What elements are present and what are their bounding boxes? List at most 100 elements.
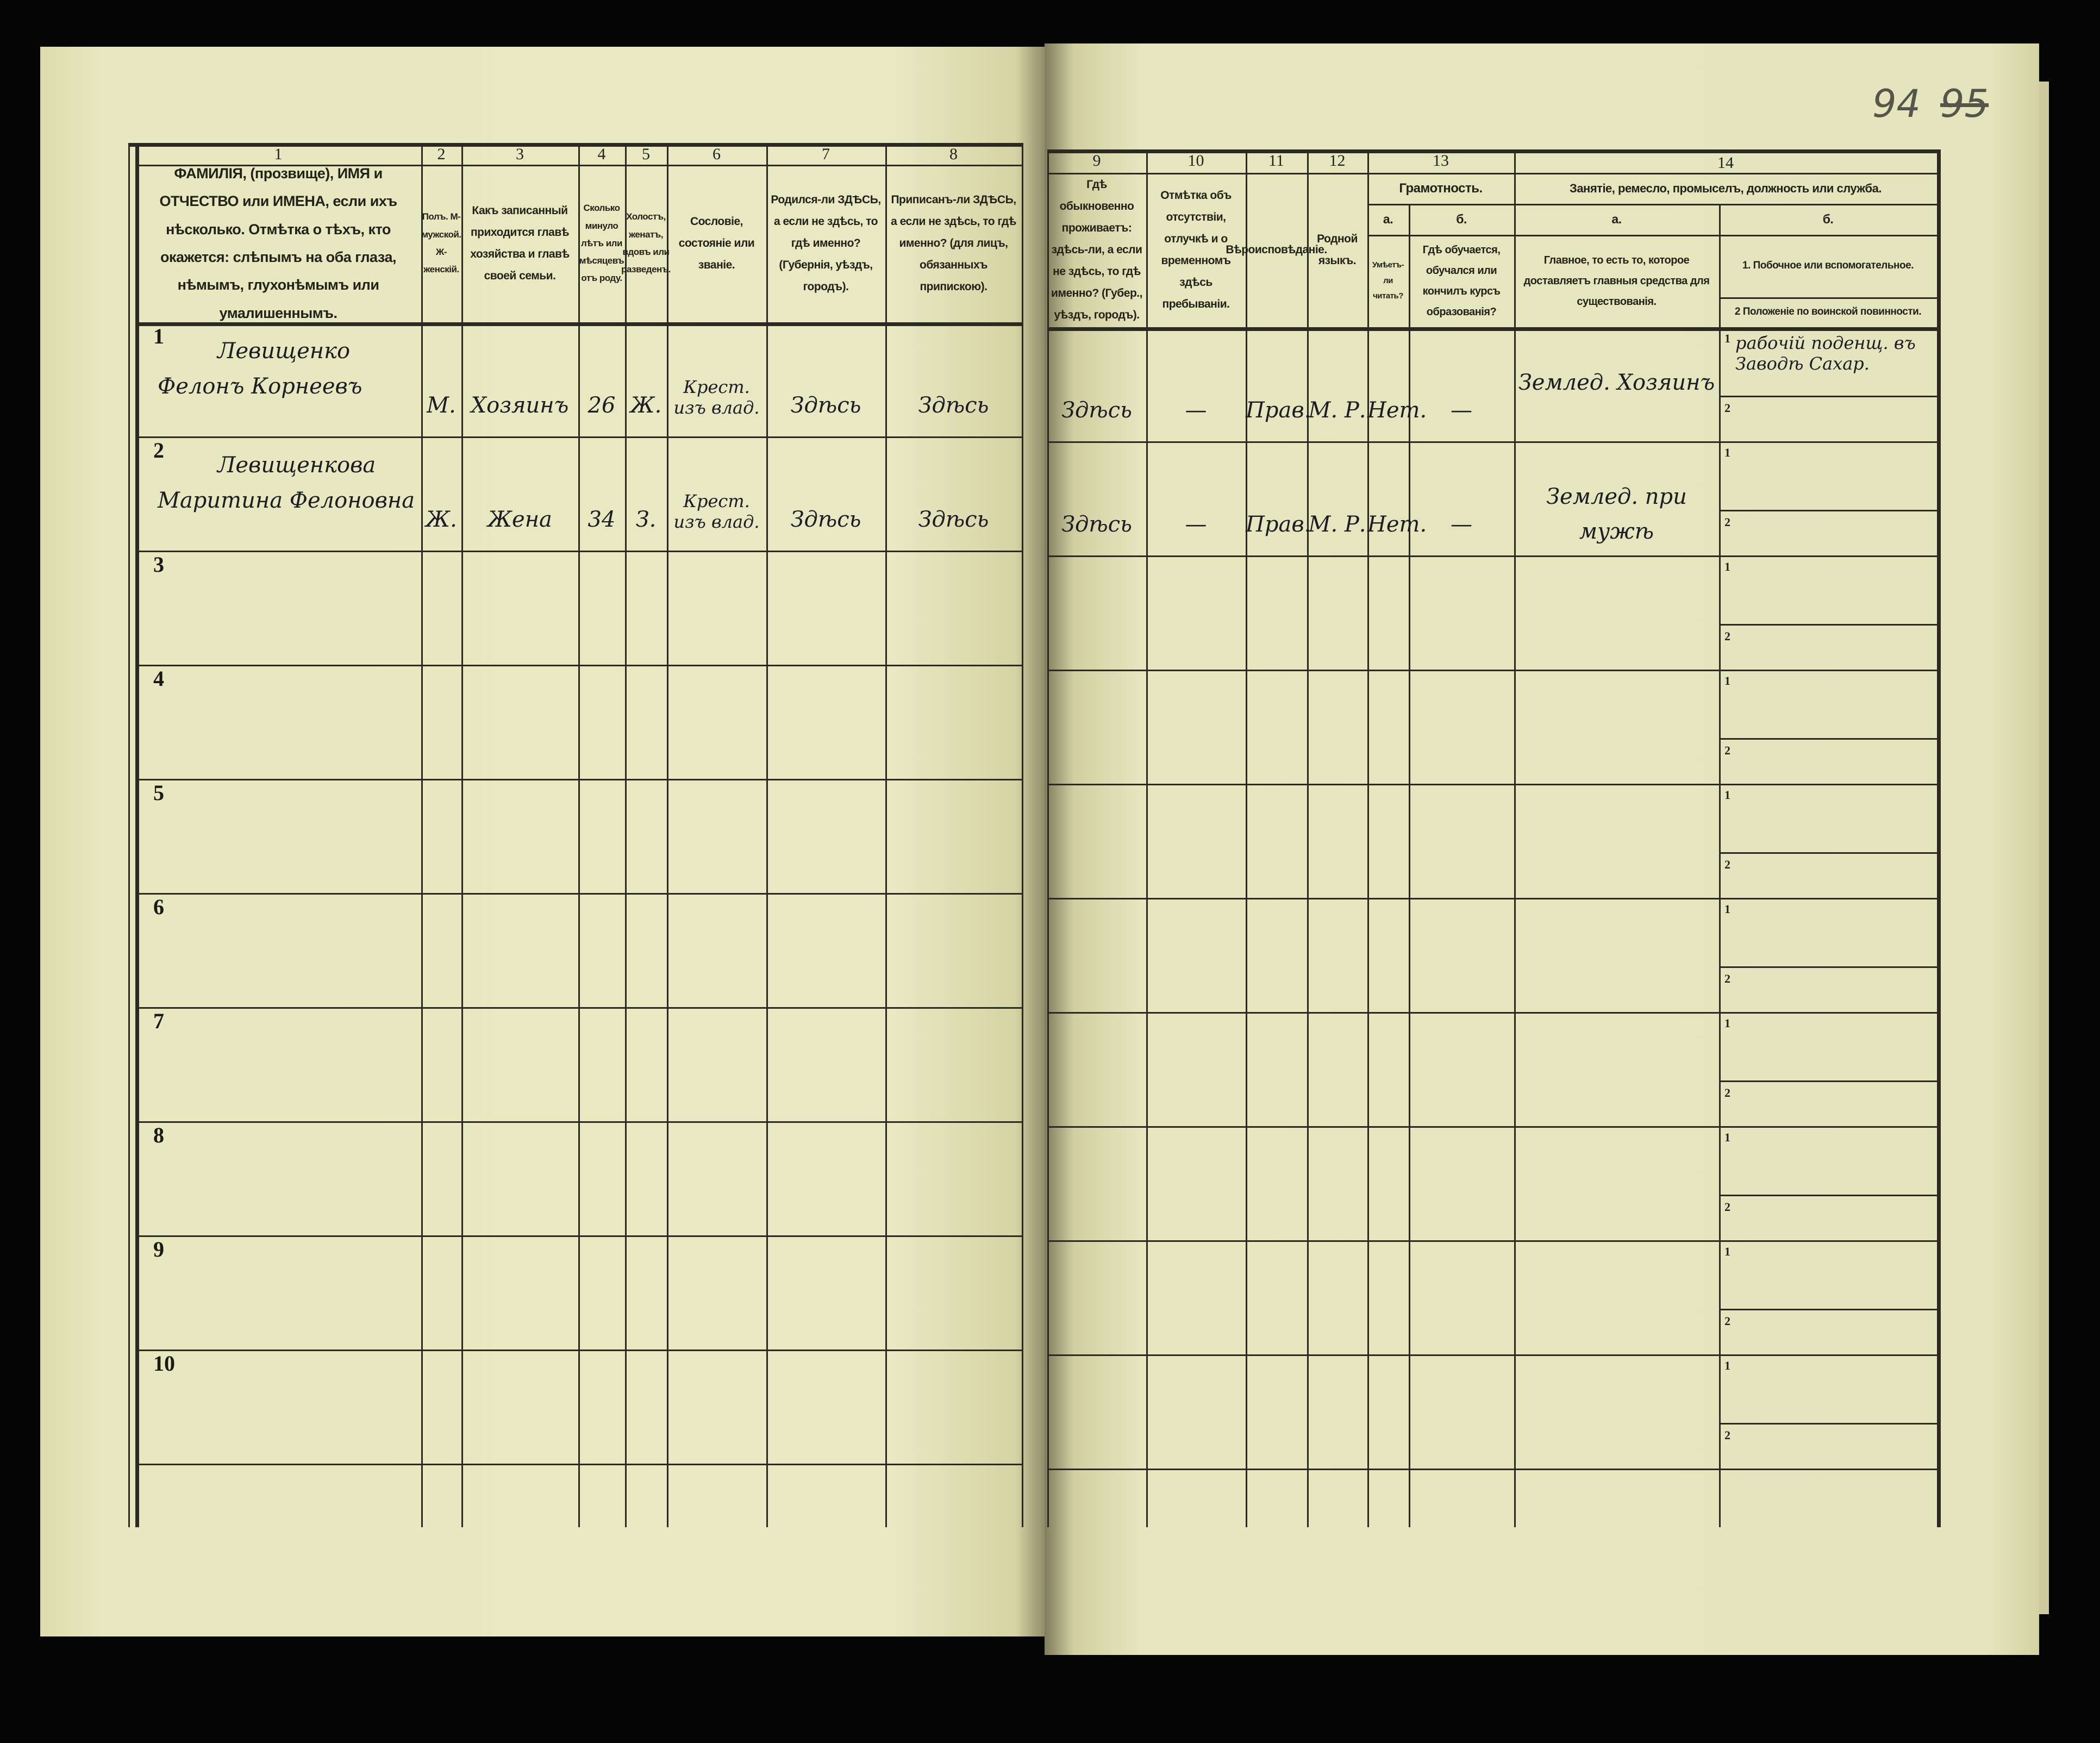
cell-literacy: Нет. xyxy=(1367,512,1427,537)
column-header-1: ФАМИЛІЯ, (прозвище), ИМЯ и ОТЧЕСТВО или … xyxy=(159,165,397,321)
column-number-13: 13 xyxy=(1433,152,1449,170)
column-rule xyxy=(421,143,423,1527)
sub-label-2: 2 xyxy=(1724,1428,1730,1442)
column-rule xyxy=(885,143,887,1527)
sub-label-1: 1 xyxy=(1724,332,1730,345)
column-header-13b-label: б. xyxy=(1456,211,1467,226)
sub-label-2: 2 xyxy=(1724,1086,1730,1099)
row-rule xyxy=(128,143,1022,147)
row-rule xyxy=(135,1007,1022,1009)
column-number-14: 14 xyxy=(1717,154,1734,172)
column-number-8: 8 xyxy=(949,145,958,163)
cell-relation: Хозяинъ xyxy=(471,393,569,418)
column-rule xyxy=(1514,149,1516,1527)
sub-label-2: 2 xyxy=(1724,744,1730,757)
cell-residence: Здѣсь xyxy=(1061,398,1132,423)
column-number-9: 9 xyxy=(1092,152,1101,170)
sub-label-1: 1 xyxy=(1724,902,1730,916)
row-rule xyxy=(135,165,1022,166)
cell-occupation-main: Землед. Хозяинъ xyxy=(1518,370,1715,395)
sub-label-1: 1 xyxy=(1724,1359,1730,1372)
column-header-14a-label: а. xyxy=(1611,211,1622,226)
sub-label-2: 2 xyxy=(1724,972,1730,985)
row-rule xyxy=(1367,173,1937,174)
cell-language: М. Р. xyxy=(1308,512,1366,537)
sub-label-2: 2 xyxy=(1724,629,1730,643)
person-name: Маритина Фелоновна xyxy=(158,488,415,513)
row-rule xyxy=(1719,1423,1937,1425)
cell-religion: Прав. xyxy=(1246,512,1311,537)
cell-born: Здѣсь xyxy=(790,393,861,418)
column-number-3: 3 xyxy=(516,145,524,163)
sub-label-1: 1 xyxy=(1724,1245,1730,1258)
cell-estate: Крест. изъ влад. xyxy=(673,491,760,533)
column-header-5: Холостъ, женатъ, вдовъ или разведенъ. xyxy=(621,211,671,275)
row-rule xyxy=(1719,1195,1937,1196)
row-rule xyxy=(1047,898,1937,899)
row-rule xyxy=(1719,624,1937,626)
cell-occupation-side: рабочій поденщ. въ Заводѣ Сахар. xyxy=(1735,333,1916,374)
row-rule xyxy=(1719,396,1937,397)
row-rule xyxy=(135,1121,1022,1123)
row-rule xyxy=(135,893,1022,895)
sub-label-1: 1 xyxy=(1724,446,1730,459)
column-header-6: Сословіе, состояніе или званіе. xyxy=(678,215,755,271)
row-rule xyxy=(1719,1309,1937,1310)
row-rule xyxy=(1047,1354,1937,1356)
column-number-1: 1 xyxy=(274,145,283,163)
cell-age: 34 xyxy=(588,507,616,532)
row-rule xyxy=(1719,510,1937,511)
row-rule xyxy=(1719,852,1937,854)
cell-age: 26 xyxy=(588,393,616,418)
column-rule xyxy=(578,143,580,1527)
cell-relation: Жена xyxy=(488,507,552,532)
row-number: 3 xyxy=(153,552,164,577)
column-rule xyxy=(1307,149,1309,1527)
row-rule xyxy=(135,1464,1022,1465)
cell-born: Здѣсь xyxy=(790,507,861,532)
cell-registered: Здѣсь xyxy=(918,393,989,418)
cell-marital: З. xyxy=(635,507,657,532)
person-surname: Левищенко xyxy=(217,339,351,364)
column-header-9: Гдѣ обыкновенно проживаетъ: здѣсь-ли, а … xyxy=(1051,178,1142,321)
column-number-11: 11 xyxy=(1268,152,1284,170)
cell-literacy: Нет. xyxy=(1367,398,1427,423)
row-number: 6 xyxy=(153,895,164,919)
row-rule xyxy=(135,779,1022,780)
row-rule xyxy=(1719,1080,1937,1082)
cell-religion: Прав. xyxy=(1246,398,1311,423)
right-page xyxy=(1045,43,2039,1655)
row-number: 1 xyxy=(153,324,164,348)
sub-label-2: 2 xyxy=(1724,401,1730,415)
column-rule xyxy=(766,143,768,1527)
sub-label-2: 2 xyxy=(1724,515,1730,529)
sub-label-1: 1 xyxy=(1724,674,1730,688)
cell-absence: — xyxy=(1185,398,1207,423)
page-number: 94 xyxy=(1872,82,1921,126)
cell-language: М. Р. xyxy=(1308,398,1366,423)
column-header-12: Родной языкъ. xyxy=(1317,233,1358,267)
column-header-14b-label: б. xyxy=(1822,211,1834,226)
row-rule xyxy=(135,1350,1022,1351)
sub-label-2: 2 xyxy=(1724,858,1730,871)
row-number: 8 xyxy=(153,1123,164,1147)
row-number: 4 xyxy=(153,666,164,691)
column-header-8: Приписанъ-ли ЗДѢСЬ, а если не здѣсь, то … xyxy=(891,193,1016,293)
column-rule xyxy=(1367,149,1369,1527)
row-rule xyxy=(1367,204,1937,205)
column-number-4: 4 xyxy=(597,145,606,163)
column-rule xyxy=(1146,149,1148,1527)
person-surname: Левищенкова xyxy=(217,453,376,478)
column-rule xyxy=(1719,204,1721,1527)
column-header-14b1: 1. Побочное или вспомогательное. xyxy=(1742,260,1914,272)
left-page xyxy=(40,47,1046,1636)
sub-label-1: 1 xyxy=(1724,788,1730,802)
column-header-4: Сколько минуло лѣтъ или мѣсяцевъ отъ род… xyxy=(579,203,624,284)
cell-registered: Здѣсь xyxy=(918,507,989,532)
sub-label-1: 1 xyxy=(1724,560,1730,573)
row-rule xyxy=(1047,1469,1937,1470)
row-rule xyxy=(1047,784,1937,785)
column-rule xyxy=(625,143,627,1527)
row-rule xyxy=(135,1235,1022,1237)
column-number-7: 7 xyxy=(822,145,830,163)
